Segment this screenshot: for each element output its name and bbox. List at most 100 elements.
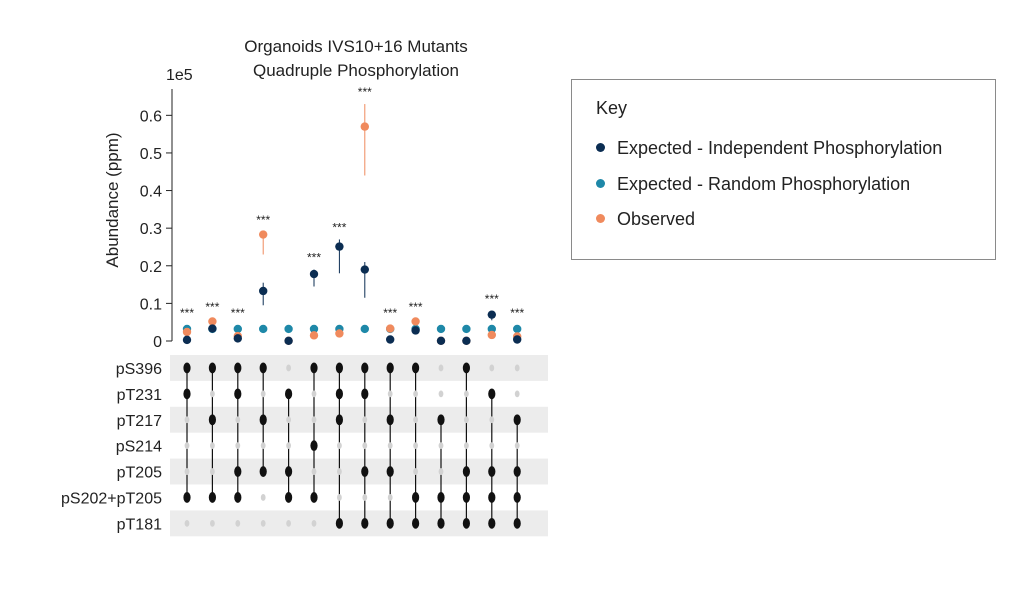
matrix-dot-active: [412, 517, 420, 529]
matrix-dot-active: [234, 466, 242, 477]
column-group: [436, 324, 446, 346]
matrix-dot-inactive: [235, 519, 241, 527]
matrix-row-stripe: [170, 510, 548, 537]
matrix-dot-active: [310, 492, 318, 503]
matrix-dot-inactive: [210, 468, 215, 475]
legend-item-random: Expected - Random Phosphorylation: [596, 174, 910, 195]
observed-point: [182, 327, 192, 337]
matrix-dot-active: [513, 414, 521, 426]
matrix-row-stripe: [170, 406, 548, 433]
matrix-dot-active: [513, 517, 521, 529]
matrix-dot-inactive: [413, 416, 418, 424]
random-point: [233, 324, 242, 334]
observed-point: [335, 329, 344, 338]
matrix-dot-inactive: [387, 442, 393, 450]
column-group: ***: [332, 220, 347, 338]
matrix-dot-inactive: [311, 390, 317, 398]
matrix-dot-inactive: [184, 416, 190, 424]
matrix-dot-inactive: [210, 519, 215, 527]
matrix-dot-active: [513, 492, 521, 503]
matrix-dot-inactive: [489, 416, 495, 424]
y-tick-label: 0.3: [140, 221, 162, 238]
matrix-dot-active: [310, 440, 318, 452]
matrix-dot-active: [285, 466, 293, 477]
random-point: [487, 324, 496, 334]
data-points: *** *** *** *** *** *** *** *** *** *** ***: [180, 85, 525, 346]
matrix-dot-active: [386, 517, 394, 529]
column-group: [284, 324, 293, 346]
matrix-dot-active: [259, 466, 267, 477]
matrix-dot-active: [462, 466, 470, 477]
matrix-dot-active: [285, 388, 293, 400]
matrix-dot-inactive: [311, 468, 317, 475]
matrix-dot-inactive: [438, 442, 444, 450]
observed-point: [487, 330, 496, 340]
random-point: [259, 324, 268, 334]
matrix-row-label: pT181: [117, 516, 162, 533]
matrix-dot-active: [335, 517, 343, 529]
matrix-dot-inactive: [514, 390, 520, 398]
y-ticks: 0 0.1 0.2 0.3 0.4 0.5 0.6: [140, 108, 172, 351]
column-group: ***: [205, 300, 220, 334]
observed-point: [411, 317, 420, 326]
matrix-dot-inactive: [184, 468, 190, 475]
legend-box: Key Expected - Independent Phosphorylati…: [571, 79, 996, 260]
matrix-dot-active: [386, 414, 394, 426]
matrix-row-label: pT217: [117, 413, 162, 430]
matrix-dot-active: [234, 388, 242, 400]
legend-item-independent: Expected - Independent Phosphorylation: [596, 138, 942, 159]
matrix-dot-active: [259, 362, 267, 374]
matrix-dot-inactive: [438, 468, 444, 475]
significance-label: ***: [180, 306, 194, 320]
matrix-dot-active: [335, 388, 343, 400]
observed-point: [386, 324, 395, 333]
column-group: ***: [358, 85, 372, 334]
observed-point: [208, 317, 217, 326]
random-point: [436, 324, 446, 334]
legend-label-random: Expected - Random Phosphorylation: [617, 174, 911, 194]
significance-label: ***: [332, 220, 346, 234]
matrix-dot-inactive: [362, 494, 368, 501]
independent-point: [436, 336, 446, 346]
legend-title: Key: [596, 98, 628, 118]
chart-title-line-2: Quadruple Phosphorylation: [253, 61, 459, 80]
random-point: [462, 324, 471, 334]
matrix-dot-inactive: [235, 442, 241, 450]
matrix-dot-inactive: [311, 416, 317, 424]
matrix-dot-inactive: [464, 442, 469, 450]
y-axis-label: Abundance (ppm): [103, 132, 122, 267]
y-tick-label: 0.6: [140, 108, 162, 125]
y-tick-label: 0.5: [140, 146, 162, 163]
legend-item-observed: Observed: [596, 209, 695, 230]
matrix-background: [170, 355, 548, 537]
matrix-dot-active: [183, 388, 191, 400]
matrix-row-stripe: [170, 355, 548, 381]
matrix-dot-active: [488, 466, 496, 477]
matrix-dot-inactive: [438, 390, 444, 398]
matrix-dot-inactive: [337, 468, 342, 475]
matrix-dot-active: [335, 414, 343, 426]
independent-point: [335, 242, 344, 251]
matrix-dot-active: [412, 362, 420, 374]
matrix-dot-active: [335, 362, 343, 374]
matrix-dot-active: [234, 362, 242, 374]
significance-label: ***: [256, 213, 270, 227]
independent-point: [487, 310, 496, 319]
matrix-row-label: pS396: [116, 361, 162, 378]
random-point: [513, 324, 522, 334]
column-group: ***: [485, 292, 499, 340]
matrix-dot-active: [513, 466, 521, 477]
matrix-dot-inactive: [337, 442, 342, 450]
matrix-dot-active: [183, 492, 191, 503]
matrix-dots: [183, 362, 521, 529]
y-tick-label: 0: [153, 334, 162, 351]
independent-point: [309, 269, 319, 279]
column-group: ***: [180, 306, 194, 345]
matrix-dot-active: [412, 492, 420, 503]
matrix-row-labels: pS396 pT231 pT217 pS214 pT205 pS202+pT205 pT18…: [61, 361, 162, 533]
observed-point: [360, 122, 369, 131]
legend-label-observed: Observed: [617, 209, 696, 229]
column-group: [462, 324, 471, 346]
significance-label: ***: [409, 300, 423, 314]
